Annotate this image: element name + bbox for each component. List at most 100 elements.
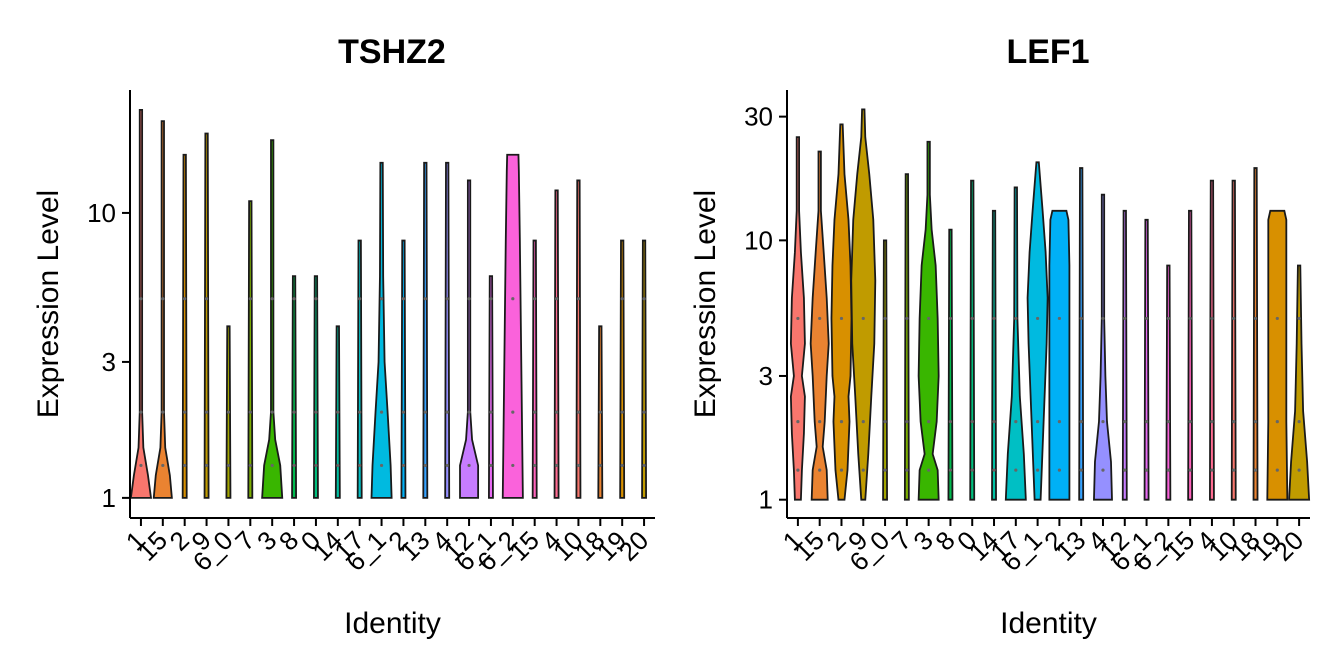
data-point: [905, 468, 909, 472]
data-point: [445, 297, 449, 301]
data-point: [445, 410, 449, 414]
violin-10: [1230, 179, 1237, 501]
data-point: [533, 297, 537, 301]
violin-3: [261, 139, 284, 499]
data-point: [970, 420, 974, 424]
data-point: [796, 420, 800, 424]
data-point: [161, 463, 165, 468]
data-point: [948, 316, 953, 321]
chart-title: LEF1: [1006, 33, 1089, 71]
data-point: [533, 410, 537, 414]
violin-2: [400, 239, 407, 499]
data-point: [489, 463, 493, 468]
violin-6_1: [1143, 218, 1150, 501]
data-point: [1101, 468, 1105, 472]
data-point: [292, 410, 296, 414]
data-point: [796, 316, 800, 321]
data-point: [818, 316, 822, 321]
violin-18: [1252, 167, 1259, 501]
data-point: [620, 463, 624, 468]
data-point: [336, 463, 340, 468]
data-point: [379, 463, 384, 468]
data-point: [1232, 420, 1236, 424]
violin-6_2: [501, 153, 524, 499]
violin-7: [903, 173, 910, 501]
data-point: [511, 297, 515, 301]
data-point: [1253, 316, 1258, 321]
x-tick-label: 20: [1268, 525, 1310, 567]
data-point: [1123, 420, 1127, 424]
data-point: [248, 463, 252, 468]
violin-4: [1209, 179, 1215, 501]
violin-8: [291, 275, 297, 499]
data-point: [533, 463, 537, 468]
data-point: [204, 297, 209, 301]
data-point: [401, 463, 406, 468]
data-point: [576, 410, 581, 414]
violin-7: [247, 200, 254, 499]
data-point: [1057, 420, 1061, 424]
y-tick-label: 1: [102, 483, 116, 513]
data-point: [839, 468, 844, 472]
data-point: [314, 463, 318, 468]
data-point: [1232, 468, 1236, 472]
violin-15: [152, 120, 173, 499]
y-tick-label: 10: [744, 225, 773, 255]
data-point: [1253, 420, 1258, 424]
data-point: [314, 410, 318, 414]
violin-13: [1078, 167, 1085, 501]
data-point: [1014, 316, 1018, 321]
data-point: [1014, 420, 1018, 424]
data-point: [358, 463, 362, 468]
data-point: [139, 297, 143, 301]
violin-4: [444, 161, 451, 499]
data-point: [270, 410, 274, 414]
data-point: [1297, 316, 1301, 321]
violin-20: [641, 239, 647, 499]
data-point: [423, 410, 427, 414]
data-point: [379, 410, 384, 414]
data-point: [992, 468, 996, 472]
data-point: [1144, 316, 1149, 321]
x-axis-title: Identity: [1000, 607, 1097, 640]
data-point: [1297, 420, 1301, 424]
data-point: [620, 297, 624, 301]
data-point: [1144, 420, 1149, 424]
data-point: [1275, 420, 1279, 424]
violin-6_0: [882, 239, 888, 501]
data-point: [1210, 316, 1214, 321]
violin-6_1: [370, 161, 393, 499]
data-point: [598, 463, 602, 468]
violin-17: [1004, 186, 1027, 501]
data-point: [358, 297, 362, 301]
data-point: [1297, 468, 1301, 472]
data-point: [861, 316, 865, 321]
data-point: [642, 297, 646, 301]
data-point: [554, 297, 559, 301]
data-point: [905, 316, 909, 321]
data-point: [1253, 468, 1258, 472]
data-point: [511, 410, 515, 414]
data-point: [248, 410, 252, 414]
data-point: [161, 410, 165, 414]
violin-10: [575, 179, 582, 499]
violin-19: [1266, 209, 1289, 501]
violin-9: [850, 108, 877, 501]
data-point: [336, 410, 340, 414]
data-point: [270, 463, 274, 468]
data-point: [1232, 316, 1236, 321]
data-point: [248, 297, 252, 301]
data-point: [226, 463, 231, 468]
violin-12: [1121, 209, 1128, 501]
data-point: [992, 420, 996, 424]
data-point: [620, 410, 624, 414]
violin-0: [969, 179, 976, 501]
x-axis-title: Identity: [344, 607, 441, 640]
data-point: [183, 463, 187, 468]
data-point: [1101, 316, 1105, 321]
y-tick-label: 10: [87, 198, 116, 228]
data-point: [642, 463, 646, 468]
data-point: [1036, 316, 1040, 321]
data-point: [883, 420, 887, 424]
